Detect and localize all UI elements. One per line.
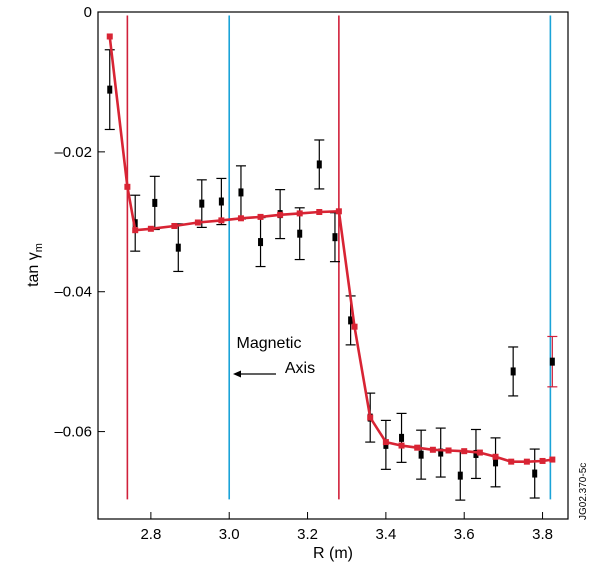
x-tick-label: 3.2 — [297, 526, 318, 543]
axis-ticks: 2.8 3.0 3.2 3.4 3.6 3.8 0 –0.02 –0.04 –0.06 — [54, 4, 553, 543]
data-marker — [199, 199, 205, 208]
y-tick-label: 0 — [84, 4, 92, 21]
y-axis-label-main: tan γ — [25, 252, 42, 287]
x-tick-label: 3.4 — [375, 526, 396, 543]
data-point — [294, 207, 305, 261]
annotation-line2: Axis — [285, 360, 315, 377]
fit-line-marker — [296, 210, 303, 217]
fit-line-marker — [508, 458, 515, 465]
y-axis-label: tan γm — [25, 243, 45, 287]
fit-line-marker — [476, 449, 483, 456]
data-point — [470, 428, 481, 480]
fit-line-marker — [492, 453, 499, 460]
data-marker — [348, 316, 354, 325]
fit-line-marker — [147, 225, 154, 232]
fit-line-marker — [218, 217, 225, 224]
data-marker — [457, 471, 463, 480]
fit-line-group — [106, 33, 556, 465]
fit-line-marker — [549, 456, 556, 463]
data-marker — [532, 469, 538, 478]
data-marker — [332, 233, 338, 242]
x-tick-label: 3.8 — [532, 526, 553, 543]
fit-line-marker — [414, 444, 421, 451]
data-marker — [297, 229, 303, 238]
data-point — [490, 437, 501, 488]
fit-line-marker — [194, 219, 201, 226]
arrow-left-icon — [233, 370, 241, 378]
data-marker — [510, 367, 516, 376]
fit-line-marker — [316, 209, 323, 216]
plot-frame — [97, 11, 569, 520]
error-bars — [104, 49, 558, 501]
data-marker — [399, 433, 405, 442]
fit-line-marker — [106, 33, 113, 40]
data-marker — [438, 448, 444, 457]
data-marker — [258, 238, 264, 247]
data-marker — [549, 357, 555, 366]
data-point — [149, 175, 160, 231]
fit-line-marker — [523, 458, 530, 465]
fit-line-marker — [124, 183, 131, 190]
annotation-line1: Magnetic — [237, 335, 302, 352]
data-marker — [473, 449, 479, 458]
x-tick-label: 3.6 — [454, 526, 475, 543]
fit-line-marker — [237, 215, 244, 222]
magnetic-axis-annotation: Magnetic Axis — [233, 335, 315, 378]
x-tick-label: 2.8 — [140, 526, 161, 543]
data-marker — [238, 188, 244, 197]
data-point — [173, 223, 184, 273]
data-marker — [107, 85, 113, 94]
data-point — [416, 429, 427, 480]
data-point — [529, 448, 540, 499]
fit-line-marker — [461, 448, 468, 455]
data-point — [455, 450, 466, 501]
fit-line-marker — [171, 222, 178, 229]
fit-line-marker — [277, 211, 284, 218]
data-point — [314, 139, 325, 190]
x-axis-label: R (m) — [313, 545, 353, 562]
data-marker — [493, 458, 499, 467]
y-tick-label: –0.04 — [54, 284, 92, 301]
fit-line-marker — [367, 414, 374, 421]
fit-line-marker — [539, 457, 546, 464]
data-point — [216, 177, 227, 226]
data-point — [435, 427, 446, 478]
data-point — [235, 165, 246, 220]
x-tick-label: 3.0 — [219, 526, 240, 543]
fit-line-marker — [257, 213, 264, 220]
y-tick-label: –0.06 — [54, 424, 92, 441]
fit-line-marker — [132, 227, 139, 234]
data-marker — [175, 243, 181, 252]
fit-line-marker — [445, 447, 452, 454]
data-marker — [418, 450, 424, 459]
vertical-lines — [126, 15, 552, 500]
fit-line-marker — [351, 323, 358, 330]
data-marker — [152, 198, 158, 207]
fit-line-marker — [398, 442, 405, 449]
data-point — [508, 346, 519, 397]
y-axis-label-sub: m — [33, 243, 45, 252]
fit-line-marker — [335, 208, 342, 215]
figure-code: JG02.370-5c — [578, 463, 589, 520]
fit-line-marker — [382, 439, 389, 446]
data-point — [196, 179, 207, 228]
data-point — [396, 412, 407, 463]
y-tick-label: –0.02 — [54, 144, 92, 161]
data-point — [547, 335, 558, 388]
data-point — [104, 49, 115, 131]
fit-line-marker — [429, 446, 436, 453]
data-marker — [218, 197, 224, 206]
data-point — [255, 216, 266, 268]
data-marker — [316, 160, 322, 169]
